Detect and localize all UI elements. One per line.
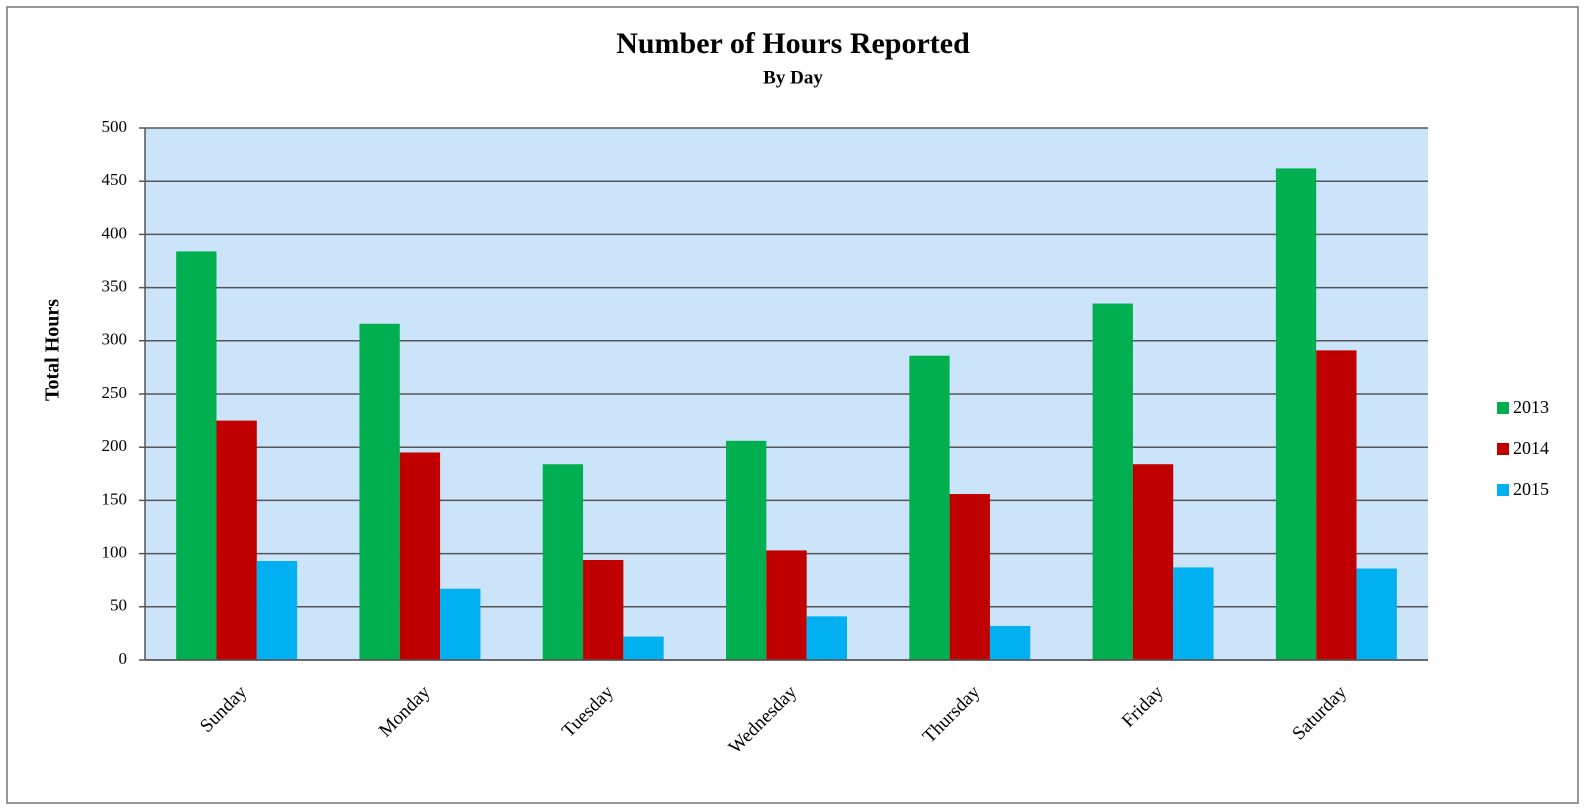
y-tick-label: 450	[102, 170, 128, 189]
legend-label: 2014	[1513, 438, 1549, 458]
y-tick-label: 0	[119, 649, 128, 668]
bar	[1316, 350, 1357, 660]
bar	[542, 464, 584, 660]
y-tick-label: 100	[102, 543, 128, 562]
bar	[440, 588, 481, 660]
bar	[1173, 567, 1214, 660]
legend-swatch	[1497, 402, 1509, 414]
bar	[583, 559, 624, 660]
y-tick-label: 150	[102, 489, 128, 508]
bar	[359, 323, 400, 660]
legend-swatch	[1497, 484, 1509, 496]
bar	[176, 251, 217, 660]
bar	[256, 561, 298, 660]
legend-label: 2013	[1513, 397, 1549, 417]
bar	[726, 440, 767, 660]
legend-swatch	[1497, 443, 1509, 455]
bar	[1356, 568, 1397, 660]
y-tick-label: 50	[110, 596, 127, 615]
bar	[806, 616, 847, 660]
bar	[989, 625, 1031, 660]
legend-label: 2015	[1513, 479, 1549, 499]
y-tick-label: 300	[102, 330, 128, 349]
bar	[1275, 168, 1317, 660]
bar	[216, 420, 257, 660]
bar	[949, 494, 990, 660]
y-tick-label: 500	[102, 117, 128, 136]
y-tick-label: 250	[102, 383, 128, 402]
bar	[399, 452, 441, 660]
y-axis-label: Total Hours	[42, 299, 64, 401]
bar	[623, 636, 664, 660]
bar	[1132, 464, 1174, 660]
y-tick-label: 200	[102, 436, 128, 455]
bar	[1092, 303, 1133, 660]
chart-subtitle: By Day	[763, 67, 823, 88]
bar	[909, 355, 950, 660]
y-tick-label: 350	[102, 277, 128, 296]
y-tick-label: 400	[102, 223, 128, 242]
chart-title: Number of Hours Reported	[616, 27, 970, 60]
bar	[766, 550, 807, 660]
